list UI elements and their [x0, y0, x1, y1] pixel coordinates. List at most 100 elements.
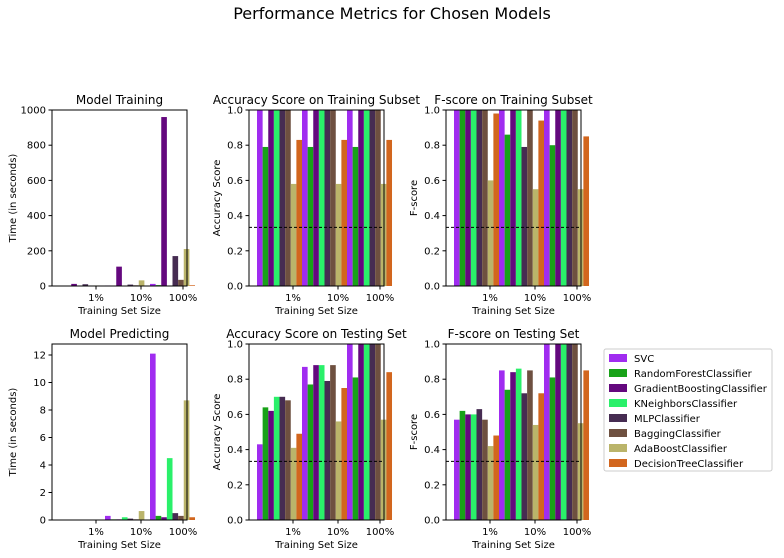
bar-svc-1pct	[257, 110, 263, 286]
bar-kneighborsclassifier-100pct	[363, 344, 370, 520]
bar-decisiontreeclassifier-100pct	[583, 136, 590, 286]
subplot-title: Model Training	[76, 93, 163, 107]
bar-decisiontreeclassifier-100pct	[583, 370, 590, 520]
bar-mlpclassifier-10pct	[324, 380, 331, 520]
bar-gradientboostingclassifier-10pct	[313, 365, 319, 520]
bar-decisiontreeclassifier-100pct	[386, 372, 393, 520]
bar-svc-1pct	[454, 419, 460, 520]
bar-decisiontreeclassifier-1pct	[493, 113, 500, 287]
bar-kneighborsclassifier-100pct	[560, 110, 567, 286]
y-tick-label: 0.6	[227, 410, 243, 421]
bar-gradientboostingclassifier-1pct	[268, 410, 274, 520]
bar-mlpclassifier-1pct	[279, 396, 286, 520]
y-tick-label: 1.0	[227, 106, 243, 117]
bar-baggingclassifier-100pct	[375, 110, 381, 286]
bar-gradientboostingclassifier-100pct	[161, 517, 167, 520]
legend-swatch	[609, 354, 627, 362]
bar-randomforestclassifier-1pct	[262, 146, 269, 286]
bar-kneighborsclassifier-1pct	[273, 396, 280, 520]
bar-gradientboostingclassifier-1pct	[268, 110, 274, 286]
axes-frame	[51, 109, 188, 287]
x-tick-label: 1%	[482, 527, 498, 538]
bar-svc-100pct	[544, 344, 550, 520]
bar-mlpclassifier-100pct	[172, 513, 179, 521]
bar-kneighborsclassifier-1pct	[273, 110, 280, 286]
bar-kneighborsclassifier-100pct	[363, 110, 370, 286]
x-axis-label: Training Set Size	[274, 306, 358, 317]
bar-baggingclassifier-1pct	[482, 110, 488, 286]
bar-baggingclassifier-1pct	[285, 400, 291, 520]
bar-kneighborsclassifier-10pct	[318, 110, 325, 286]
bar-adaboostclassifier-1pct	[290, 447, 297, 520]
y-axis-label: F-score	[409, 414, 420, 450]
y-axis-label: Time (in seconds)	[8, 388, 19, 478]
bar-decisiontreeclassifier-10pct	[341, 139, 348, 286]
bar-kneighborsclassifier-10pct	[515, 110, 522, 286]
y-tick-label: 0.2	[424, 480, 440, 491]
bar-svc-1pct	[454, 110, 460, 286]
bar-kneighborsclassifier-100pct	[560, 344, 567, 520]
bar-baggingclassifier-100pct	[375, 344, 381, 520]
axes-frame	[248, 343, 385, 521]
y-tick-label: 200	[27, 246, 46, 257]
subplot-title: Accuracy Score on Training Subset	[213, 93, 420, 107]
bar-randomforestclassifier-100pct	[155, 515, 162, 521]
x-tick-label: 100%	[563, 527, 592, 538]
x-tick-label: 100%	[563, 293, 592, 304]
bar-adaboostclassifier-1pct	[290, 183, 297, 286]
y-tick-label: 0.4	[424, 445, 440, 456]
legend-swatch	[609, 444, 627, 452]
bar-randomforestclassifier-100pct	[549, 377, 556, 520]
subplot-6: 0.0 0.2 0.4 0.6 0.8 1.0 1% 10% 100% F-score on Te…	[409, 327, 591, 551]
subplot-3: 0.0 0.2 0.4 0.6 0.8 1.0 1% 10% 100% F-score on Tr…	[409, 93, 593, 317]
legend-swatch	[609, 414, 627, 422]
x-tick-label: 10%	[327, 527, 349, 538]
bar-gradientboostingclassifier-1pct	[71, 283, 77, 286]
y-tick-label: 12	[33, 351, 46, 362]
x-axis-label: Training Set Size	[77, 306, 161, 317]
bar-randomforestclassifier-100pct	[352, 377, 359, 520]
bar-gradientboostingclassifier-100pct	[358, 344, 364, 520]
x-tick-label: 10%	[524, 293, 546, 304]
y-tick-label: 2	[40, 488, 46, 499]
x-tick-label: 100%	[366, 293, 395, 304]
bar-svc-1pct	[257, 444, 263, 520]
bar-kneighborsclassifier-10pct	[121, 517, 128, 520]
y-tick-label: 0	[40, 282, 46, 293]
x-tick-label: 100%	[169, 293, 198, 304]
x-tick-label: 1%	[482, 293, 498, 304]
bar-adaboostclassifier-10pct	[335, 421, 342, 520]
bar-kneighborsclassifier-1pct	[470, 110, 477, 286]
legend-swatch	[609, 399, 627, 407]
bar-baggingclassifier-10pct	[527, 110, 533, 286]
legend-swatch	[609, 429, 627, 437]
legend-label: BaggingClassifier	[634, 429, 722, 440]
bar-svc-100pct	[347, 344, 353, 520]
y-tick-label: 6	[40, 433, 46, 444]
bar-adaboostclassifier-1pct	[487, 180, 494, 286]
bar-gradientboostingclassifier-100pct	[555, 110, 561, 286]
legend-label: DecisionTreeClassifier	[634, 459, 744, 470]
axes-frame	[248, 109, 385, 287]
bar-mlpclassifier-10pct	[324, 110, 331, 286]
bar-adaboostclassifier-10pct	[138, 280, 145, 286]
axes-frame	[445, 343, 582, 521]
y-tick-label: 0.8	[424, 141, 440, 152]
bar-gradientboostingclassifier-10pct	[510, 110, 516, 286]
y-tick-label: 8	[40, 406, 46, 417]
x-tick-label: 10%	[130, 527, 152, 538]
subplot-2: 0.0 0.2 0.4 0.6 0.8 1.0 1% 10% 100% Accuracy Scor…	[212, 93, 420, 317]
legend-label: SVC	[634, 354, 654, 365]
bar-gradientboostingclassifier-10pct	[313, 110, 319, 286]
x-axis-label: Training Set Size	[77, 540, 161, 551]
y-tick-label: 600	[27, 176, 46, 187]
y-axis-label: F-score	[409, 180, 420, 216]
bar-adaboostclassifier-10pct	[532, 424, 539, 520]
y-tick-label: 0	[40, 516, 46, 527]
y-axis-label: Accuracy Score	[212, 394, 223, 471]
bar-svc-10pct	[302, 366, 308, 520]
bar-adaboostclassifier-10pct	[532, 189, 539, 286]
x-axis-label: Training Set Size	[471, 306, 555, 317]
bar-svc-10pct	[105, 515, 111, 521]
legend-label: KNeighborsClassifier	[634, 399, 738, 410]
